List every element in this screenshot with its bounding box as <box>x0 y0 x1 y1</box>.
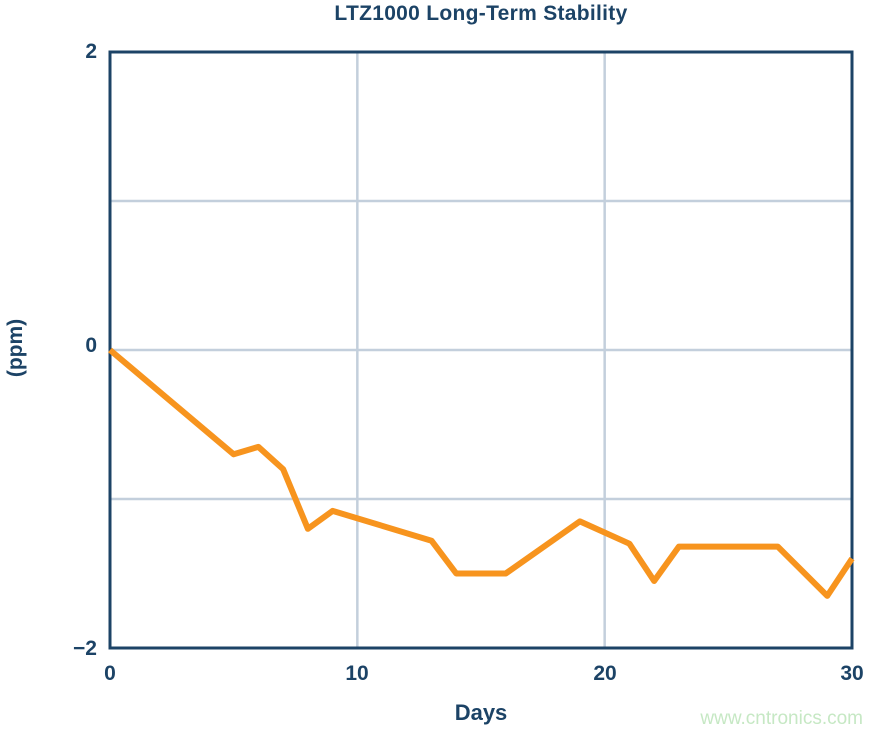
x-tick-label-30: 30 <box>840 662 864 685</box>
y-tick-label-2: 2 <box>85 40 97 63</box>
x-tick-label-20: 20 <box>593 662 617 685</box>
x-axis-label: Days <box>454 700 508 725</box>
y-axis-label: (ppm) <box>4 318 27 378</box>
x-tick-label-10: 10 <box>345 662 369 685</box>
data-line-series <box>108 347 855 599</box>
watermark-text: www.cntronics.com <box>700 708 863 729</box>
chart-title: LTZ1000 Long-Term Stability <box>334 2 628 25</box>
y-tick-label-minus2: −2 <box>73 637 97 660</box>
y-tick-label-0: 0 <box>85 334 97 357</box>
x-tick-label-0: 0 <box>104 662 116 685</box>
